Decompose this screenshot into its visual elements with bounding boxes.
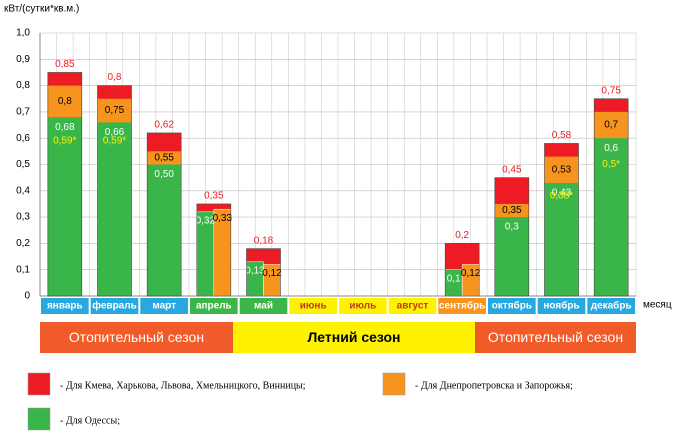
season: Летний сезон xyxy=(233,322,475,353)
value-label: 0,55 xyxy=(154,153,174,164)
value-label: 0,53 xyxy=(552,164,572,175)
x-axis-label: месяц xyxy=(643,300,672,311)
category-cell xyxy=(41,298,89,314)
value-label: 0,75 xyxy=(601,85,621,96)
bar-outline xyxy=(146,132,182,297)
x-tick-label: сентябрь xyxy=(439,300,485,312)
category-cell xyxy=(438,298,486,314)
y-tick-label: 0,4 xyxy=(16,185,30,196)
y-tick-label: 0,1 xyxy=(16,264,30,275)
season: Отопительный сезон xyxy=(40,322,233,353)
legend-swatch xyxy=(27,372,51,396)
x-tick-label: март xyxy=(152,301,176,312)
note-label: 0,59* xyxy=(53,135,76,146)
y-tick-label: 0,2 xyxy=(16,238,30,249)
y-tick-label: 0,5 xyxy=(16,159,30,170)
category-cell xyxy=(388,298,437,314)
bar-outline xyxy=(444,243,480,297)
category-cell xyxy=(190,298,238,314)
bar xyxy=(494,217,529,296)
bar xyxy=(47,117,82,296)
value-label: 0,1 xyxy=(447,273,461,284)
y-tick-label: 0,3 xyxy=(16,212,30,223)
x-tick-label: январь xyxy=(47,301,83,312)
value-label: 0,12 xyxy=(262,268,282,279)
y-tick-label: 0,9 xyxy=(16,54,30,65)
bar-outline xyxy=(494,177,530,297)
category-cell xyxy=(537,298,586,314)
bar xyxy=(147,164,182,296)
value-label: 0,33 xyxy=(213,213,233,224)
value-label: 0,45 xyxy=(502,164,522,175)
legend-label: - Для Кмева, Харькова, Львова, Хмельницк… xyxy=(60,380,306,391)
x-tick-label: ноябрь xyxy=(543,300,579,312)
x-tick-label: апрель xyxy=(196,301,232,312)
value-label: 0,13 xyxy=(245,265,265,276)
x-tick-label: декабрь xyxy=(591,300,632,312)
x-tick-label: август xyxy=(397,301,429,312)
y-tick-label: 0 xyxy=(24,291,30,302)
category-cell xyxy=(239,298,288,314)
category-cell xyxy=(289,298,337,314)
x-tick-label: июль xyxy=(349,301,376,312)
value-label: 0,35 xyxy=(502,205,522,216)
value-label: 0,2 xyxy=(455,230,469,241)
bar-outline xyxy=(196,203,232,297)
value-label: 0,58 xyxy=(552,130,572,141)
value-label: 0,7 xyxy=(604,120,618,131)
bar xyxy=(544,182,579,296)
legend-label: - Для Днепропетровска и Запорожья; xyxy=(415,380,573,391)
note-label: 0,38* xyxy=(550,191,573,202)
value-label: 0,8 xyxy=(58,96,72,107)
season: Отопительный сезон xyxy=(475,322,636,353)
legend-swatch xyxy=(27,407,51,431)
bar xyxy=(97,122,132,296)
value-label: 0,62 xyxy=(154,120,174,131)
bar-outline xyxy=(593,98,629,297)
category-cell xyxy=(339,298,387,314)
y-tick-label: 1,0 xyxy=(16,28,30,39)
value-label: 0,68 xyxy=(55,122,75,133)
value-label: 0,12 xyxy=(461,268,481,279)
value-label: 0,43 xyxy=(552,188,572,199)
bar-outline xyxy=(246,248,281,297)
y-axis-label: кВт/(сутки*кв.м.) xyxy=(4,4,79,15)
value-label: 0,85 xyxy=(55,59,75,70)
y-tick-label: 0,6 xyxy=(16,133,30,144)
legend-label: - Для Одессы; xyxy=(60,415,120,426)
value-label: 0,75 xyxy=(105,105,125,116)
bar-outline xyxy=(97,85,132,297)
legend-swatch xyxy=(382,372,406,396)
value-label: 0,32 xyxy=(196,215,216,226)
x-tick-label: октябрь xyxy=(492,300,532,312)
value-label: 0,8 xyxy=(108,72,122,83)
x-tick-label: май xyxy=(254,301,273,312)
y-tick-label: 0,8 xyxy=(16,80,30,91)
value-label: 0,3 xyxy=(505,222,519,233)
note-label: 0,5* xyxy=(602,159,620,170)
bar-outline xyxy=(544,143,579,297)
x-tick-label: февраль xyxy=(92,300,137,312)
x-tick-label: июнь xyxy=(300,301,327,312)
value-label: 0,50 xyxy=(154,169,174,180)
value-label: 0,35 xyxy=(204,191,224,202)
y-tick-label: 0,7 xyxy=(16,107,30,118)
bar xyxy=(594,138,629,296)
bar-outline xyxy=(47,72,83,297)
value-label: 0,66 xyxy=(105,127,125,138)
value-label: 0,6 xyxy=(604,143,618,154)
category-cell xyxy=(587,298,635,314)
category-cell xyxy=(140,298,188,314)
category-cell xyxy=(90,298,139,314)
category-cell xyxy=(488,298,536,314)
value-label: 0,18 xyxy=(254,235,274,246)
note-label: 0,59* xyxy=(103,135,126,146)
